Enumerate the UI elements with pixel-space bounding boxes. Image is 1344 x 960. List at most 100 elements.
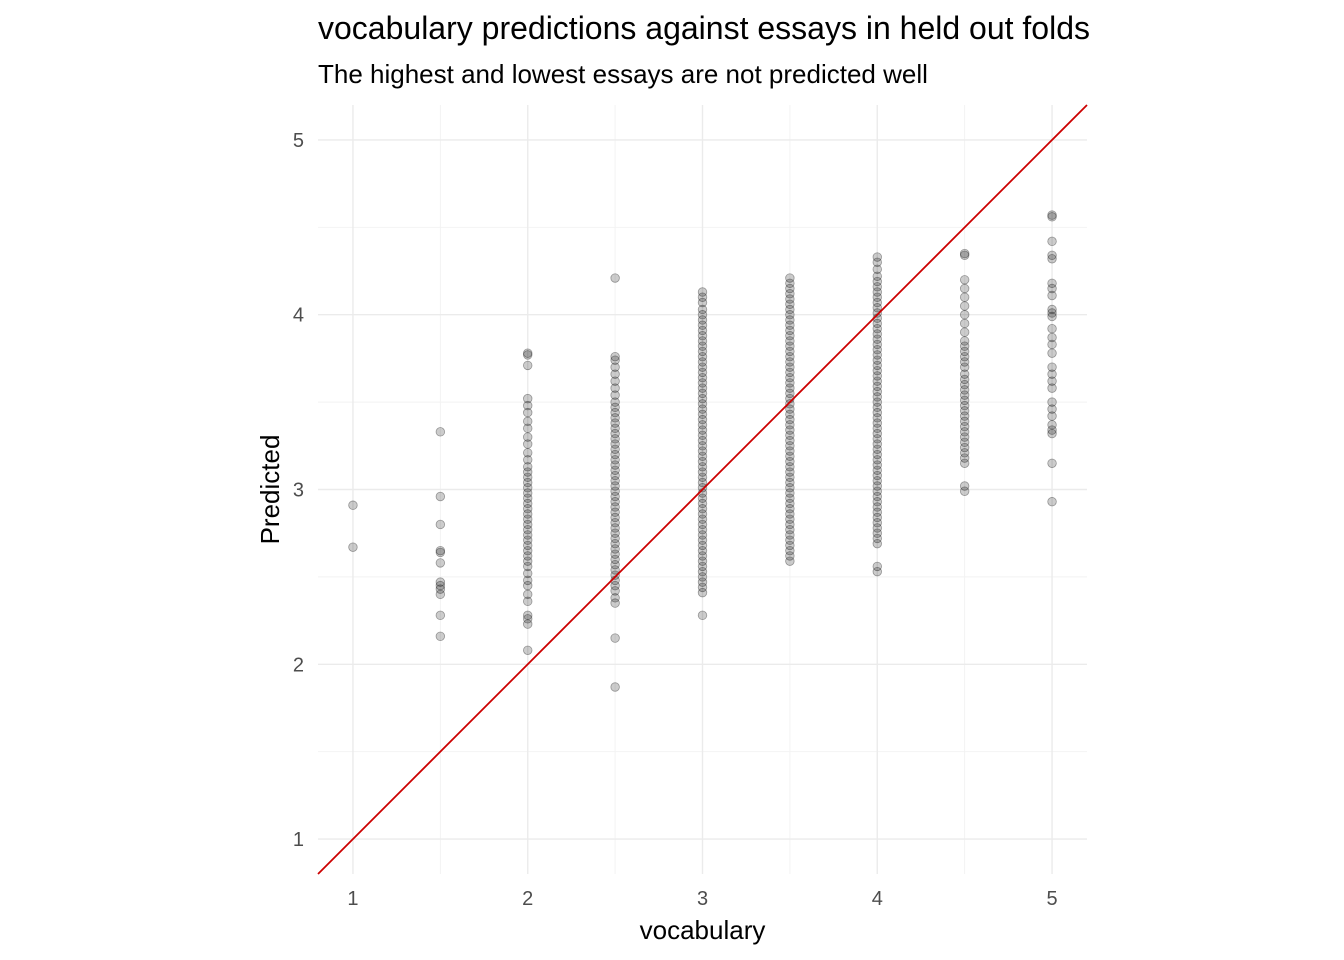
data-point <box>697 582 708 593</box>
data-point <box>872 386 882 397</box>
data-point <box>959 486 970 496</box>
data-point <box>523 393 533 404</box>
data-point <box>785 493 795 503</box>
data-point <box>872 449 882 460</box>
data-point <box>610 355 620 365</box>
data-point <box>1047 369 1057 379</box>
data-point <box>697 383 708 393</box>
data-point <box>610 376 620 386</box>
data-point <box>872 502 882 512</box>
data-point <box>610 351 620 362</box>
data-point <box>610 570 620 580</box>
x-tick-label: 3 <box>697 888 708 910</box>
data-point <box>959 369 970 379</box>
data-point <box>785 378 795 388</box>
data-point <box>785 299 795 309</box>
data-point <box>959 416 970 427</box>
data-point <box>697 545 708 556</box>
data-point <box>697 566 708 577</box>
data-point <box>610 533 620 544</box>
data-point <box>697 587 708 598</box>
data-point <box>959 336 970 346</box>
data-point <box>872 355 882 365</box>
data-point <box>697 435 708 446</box>
data-point <box>785 294 795 304</box>
data-point <box>435 558 446 568</box>
y-tick-label: 3 <box>293 480 304 502</box>
data-point <box>785 425 795 435</box>
data-point <box>1047 278 1057 288</box>
data-point <box>523 439 533 449</box>
data-point <box>1047 458 1057 468</box>
data-point <box>1047 236 1057 247</box>
data-point <box>872 533 882 544</box>
data-point <box>785 456 795 467</box>
data-point <box>610 486 620 496</box>
data-point <box>435 580 446 591</box>
data-point <box>959 379 970 390</box>
data-point <box>697 393 708 404</box>
data-point <box>697 320 708 330</box>
data-point <box>872 481 882 491</box>
data-point <box>697 310 708 320</box>
data-point <box>872 303 882 313</box>
data-point <box>523 645 533 655</box>
y-tick-label: 2 <box>293 654 304 676</box>
data-point <box>523 596 533 607</box>
data-point <box>872 538 882 549</box>
data-point <box>1047 212 1057 222</box>
data-point <box>959 283 970 294</box>
data-point <box>959 432 970 442</box>
data-point <box>872 329 882 339</box>
data-point <box>785 310 795 320</box>
data-point <box>610 559 620 570</box>
data-point <box>872 497 882 507</box>
data-point <box>785 388 795 399</box>
data-point <box>872 561 882 572</box>
data-point <box>872 566 882 577</box>
data-point <box>785 462 795 472</box>
data-point <box>610 633 620 643</box>
data-point <box>1047 376 1057 386</box>
data-point <box>523 423 533 434</box>
data-point <box>1047 404 1057 414</box>
reference-line <box>317 104 1088 875</box>
data-point <box>872 276 882 287</box>
data-point <box>523 498 533 509</box>
data-point <box>1047 411 1057 421</box>
data-point <box>872 252 882 262</box>
data-point <box>697 287 708 297</box>
data-point <box>697 351 708 362</box>
data-point <box>697 414 708 425</box>
data-point <box>523 561 533 572</box>
data-point <box>610 455 620 465</box>
data-point <box>785 409 795 420</box>
data-point <box>959 421 970 432</box>
data-point <box>785 420 795 430</box>
x-tick-label: 4 <box>872 888 883 910</box>
data-point <box>959 248 970 259</box>
data-point <box>610 273 620 283</box>
data-point <box>697 346 708 357</box>
data-point <box>697 404 708 414</box>
data-point <box>610 407 620 418</box>
data-point <box>959 453 970 463</box>
data-point <box>785 325 795 336</box>
data-point <box>523 610 533 621</box>
data-point <box>610 682 620 692</box>
data-point <box>697 509 708 519</box>
x-tick-label: 5 <box>1046 888 1057 910</box>
data-point <box>523 416 533 427</box>
data-point <box>610 512 620 523</box>
data-point <box>959 406 970 416</box>
data-point <box>610 507 620 517</box>
data-point <box>1047 420 1057 430</box>
data-point <box>697 341 708 351</box>
data-point <box>697 446 708 456</box>
data-point <box>1047 250 1057 261</box>
data-point <box>959 357 970 367</box>
data-point <box>697 540 708 551</box>
data-point <box>872 465 882 475</box>
data-point <box>610 418 620 428</box>
